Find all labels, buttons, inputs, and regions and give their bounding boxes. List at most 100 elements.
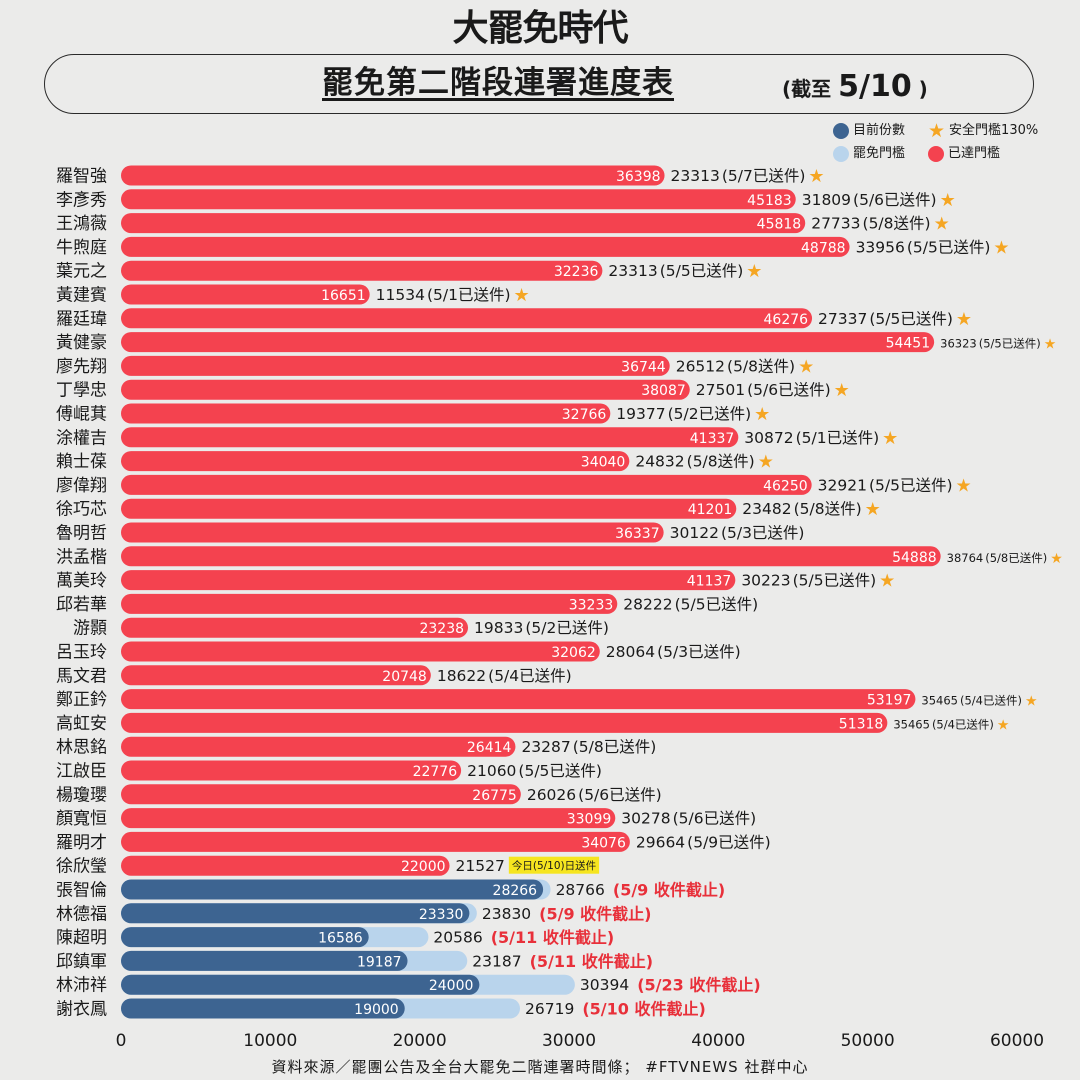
star-icon: ★: [1050, 551, 1063, 567]
threshold-label: 23287: [521, 738, 570, 756]
bar-count-label: 19000: [354, 1002, 399, 1018]
bar-count: [121, 903, 470, 924]
star-icon: ★: [746, 261, 762, 282]
threshold-label: 30122: [670, 524, 719, 542]
row-name: 呂玉玲: [56, 643, 107, 663]
bar-count: [121, 308, 813, 329]
bar-count: [121, 689, 916, 710]
bar-count: [121, 593, 618, 614]
note-label: (5/6已送件): [747, 381, 831, 399]
note-label: 今日(5/10)日送件: [512, 859, 596, 872]
note-label: (5/10 收件截止): [582, 1000, 705, 1019]
bar-count-label: 32766: [562, 407, 607, 423]
threshold-label: 28222: [623, 595, 672, 613]
note-label: (5/5已送件): [869, 476, 953, 494]
threshold-label: 27501: [696, 381, 745, 399]
row-name: 魯明哲: [56, 524, 107, 544]
row-name: 萬美玲: [56, 571, 107, 591]
row-name: 葉元之: [56, 262, 107, 282]
note-label: (5/8已送件): [985, 551, 1047, 565]
star-icon: ★: [940, 190, 956, 211]
star-icon: ★: [1044, 337, 1057, 353]
star-icon: ★: [882, 428, 898, 449]
bar-count-label: 16586: [318, 931, 363, 947]
threshold-label: 33956: [856, 238, 905, 256]
threshold-label: 35465: [893, 717, 930, 731]
bar-count: [121, 641, 600, 662]
bar-count-label: 16651: [321, 288, 366, 304]
bar-count: [121, 808, 616, 829]
bar-count-label: 32062: [551, 645, 596, 661]
legend-threshold: 罷免門檻: [833, 146, 905, 162]
row-name: 李彥秀: [56, 190, 107, 210]
threshold-label: 21527: [456, 857, 505, 875]
row-name: 游顥: [73, 619, 107, 639]
bar-count: [121, 974, 480, 995]
note-label: (5/5已送件): [979, 337, 1041, 351]
threshold-label: 36323: [940, 337, 977, 351]
threshold-label: 18622: [437, 667, 486, 685]
row-name: 楊瓊瓔: [56, 785, 107, 805]
threshold-label: 29664: [636, 833, 685, 851]
x-tick-label: 0: [116, 1031, 127, 1051]
bar-count: [121, 665, 431, 686]
threshold-label: 35465: [921, 694, 958, 708]
bar-count: [121, 831, 630, 852]
threshold-label: 26719: [525, 1000, 574, 1018]
row-name: 張智倫: [56, 881, 107, 901]
note-label: (5/5已送件): [660, 262, 744, 280]
bar-count-label: 23238: [419, 621, 464, 637]
bar-count-label: 22776: [413, 764, 458, 780]
bar-count: [121, 284, 370, 305]
threshold-label: 21060: [467, 762, 516, 780]
bar-count-label: 41337: [690, 431, 735, 447]
threshold-label: 11534: [376, 286, 425, 304]
star-icon: ★: [993, 237, 1009, 258]
threshold-label: 38764: [947, 551, 984, 565]
bar-count-label: 45183: [747, 193, 792, 209]
bar-count: [121, 189, 796, 210]
bar-count-label: 33099: [567, 812, 612, 828]
bar-count: [121, 355, 670, 376]
threshold-label: 23187: [472, 952, 521, 970]
threshold-label: 30223: [741, 572, 790, 590]
star-icon: ★: [834, 380, 850, 401]
threshold-label: 32921: [818, 476, 867, 494]
bar-count: [121, 855, 450, 876]
legend-threshold-swatch: [833, 146, 849, 162]
x-tick-label: 40000: [691, 1031, 745, 1051]
bar-count-label: 26775: [472, 788, 517, 804]
row-name: 徐欣瑩: [56, 857, 107, 877]
threshold-label: 30872: [744, 429, 793, 447]
legend-safe: ★ 安全門檻130%: [928, 122, 1038, 141]
bar-count: [121, 950, 408, 971]
note-highlight: [508, 856, 600, 874]
note-label: (5/1已送件): [427, 286, 511, 304]
bar-count: [121, 617, 469, 638]
subtitle-date: 5/10: [838, 69, 912, 104]
row-name: 邱鎮軍: [56, 952, 107, 972]
subtitle-prefix: (截至: [782, 77, 832, 101]
star-icon: ★: [754, 404, 770, 425]
legend-current-label: 目前份數: [853, 123, 906, 138]
bar-count-label: 38087: [641, 383, 686, 399]
bar-count-label: 54888: [892, 550, 937, 566]
bar-count-label: 54451: [886, 336, 931, 352]
bar-count: [121, 236, 850, 257]
bar-count: [121, 736, 516, 757]
threshold-label: 19377: [616, 405, 665, 423]
bar-count: [121, 451, 630, 472]
row-name: 高虹安: [56, 714, 107, 734]
row-name: 馬文君: [56, 666, 107, 686]
bar-count: [121, 165, 665, 186]
threshold-label: 26026: [527, 786, 576, 804]
bar-count-label: 33233: [569, 597, 614, 613]
x-tick-label: 30000: [542, 1031, 596, 1051]
threshold-label: 23313: [671, 167, 720, 185]
row-name: 廖偉翔: [56, 476, 107, 496]
threshold-label: 23313: [608, 262, 657, 280]
bar-count: [121, 403, 611, 424]
threshold-label: 27337: [818, 310, 867, 328]
note-label: (5/9 收件截止): [539, 904, 651, 923]
